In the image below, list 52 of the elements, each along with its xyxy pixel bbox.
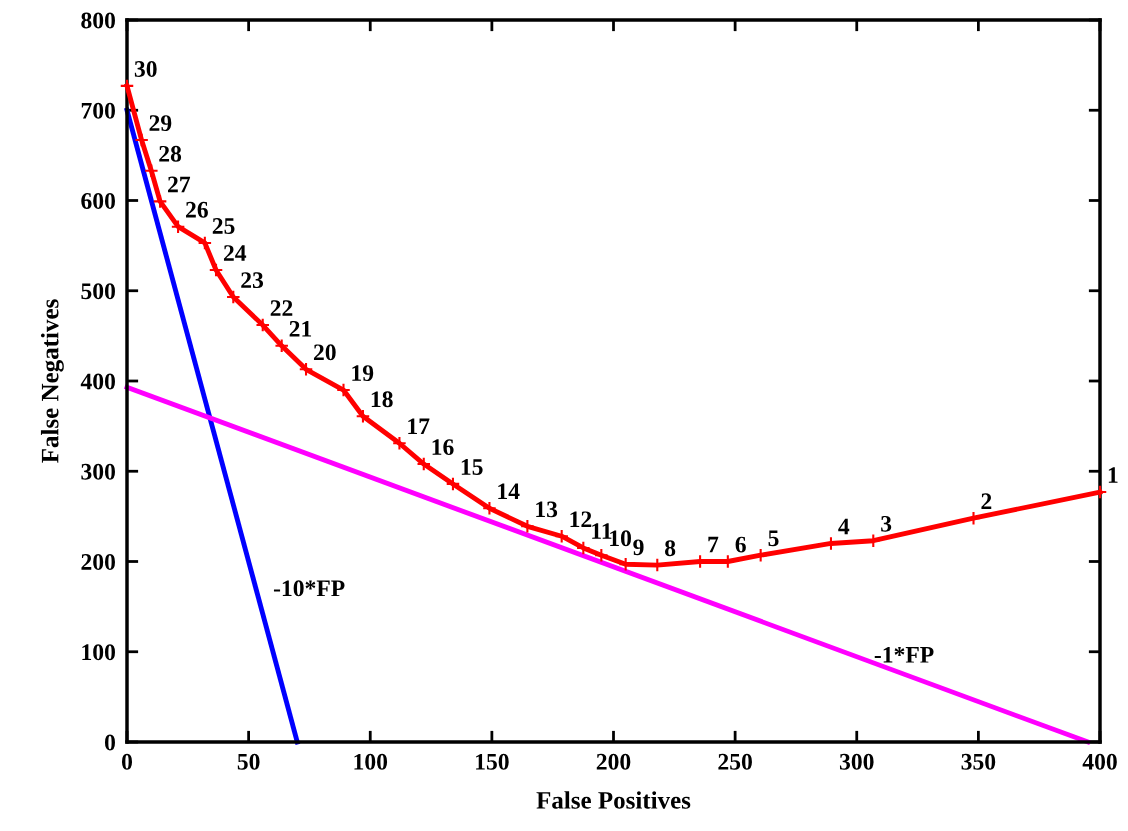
annotation: 27 <box>168 176 191 193</box>
annotation: 19 <box>352 365 374 382</box>
y-tick-label: 100 <box>82 644 115 661</box>
annotation: 2 <box>981 493 992 509</box>
y-tick-label: 500 <box>81 283 115 300</box>
y-tick-label: 800 <box>81 12 115 29</box>
x-tick-label: 0 <box>122 753 132 770</box>
annotation: 24 <box>223 245 247 261</box>
annotation: 9 <box>633 539 644 556</box>
annotation: 13 <box>536 501 558 518</box>
annotation: 29 <box>149 115 172 132</box>
annotation: 23 <box>241 272 264 289</box>
x-tick-label: 50 <box>237 753 260 770</box>
y-tick-label: 0 <box>104 734 115 751</box>
annotation: 5 <box>768 530 779 547</box>
annotation: 12 <box>570 511 592 528</box>
annotation: 1 <box>1108 467 1118 483</box>
annotation: 22 <box>270 300 293 316</box>
annotation: 14 <box>498 483 520 500</box>
annotation: 30 <box>134 60 157 77</box>
y-tick-label: 400 <box>80 373 115 390</box>
x-tick-label: 100 <box>354 753 388 770</box>
x-tick-label: 150 <box>476 753 509 770</box>
annotation: 3 <box>881 515 892 532</box>
y-tick-label: 700 <box>81 102 115 119</box>
y-tick-label: 200 <box>81 553 115 570</box>
series-label: -1*FP <box>874 646 934 663</box>
x-tick-label: 400 <box>1082 753 1117 770</box>
x-axis-title: False Positives <box>536 791 691 809</box>
x-tick-label: 350 <box>961 753 996 770</box>
annotation: 8 <box>665 540 676 557</box>
y-tick-label: 300 <box>81 463 115 480</box>
x-tick-label: 200 <box>596 753 631 770</box>
annotation: 7 <box>708 536 719 553</box>
annotation: 20 <box>313 344 336 361</box>
annotation: 18 <box>371 391 393 408</box>
annotation: 4 <box>838 518 850 535</box>
annotation: 21 <box>289 320 312 337</box>
series-label: -10*FP <box>273 580 345 597</box>
annotation: 10 <box>610 530 631 547</box>
y-tick-label: 600 <box>81 192 115 209</box>
annotation: 25 <box>212 218 235 234</box>
x-tick-label: 300 <box>839 753 874 770</box>
x-tick-label: 250 <box>718 753 752 770</box>
annotation: 15 <box>461 459 483 475</box>
annotation: 17 <box>408 418 430 435</box>
annotation: 6 <box>735 536 746 553</box>
y-axis-title: False Negatives <box>40 299 64 463</box>
annotation: 26 <box>186 201 208 218</box>
annotation: 11 <box>592 523 612 539</box>
annotation: 16 <box>432 439 454 456</box>
annotation: 28 <box>159 145 182 162</box>
